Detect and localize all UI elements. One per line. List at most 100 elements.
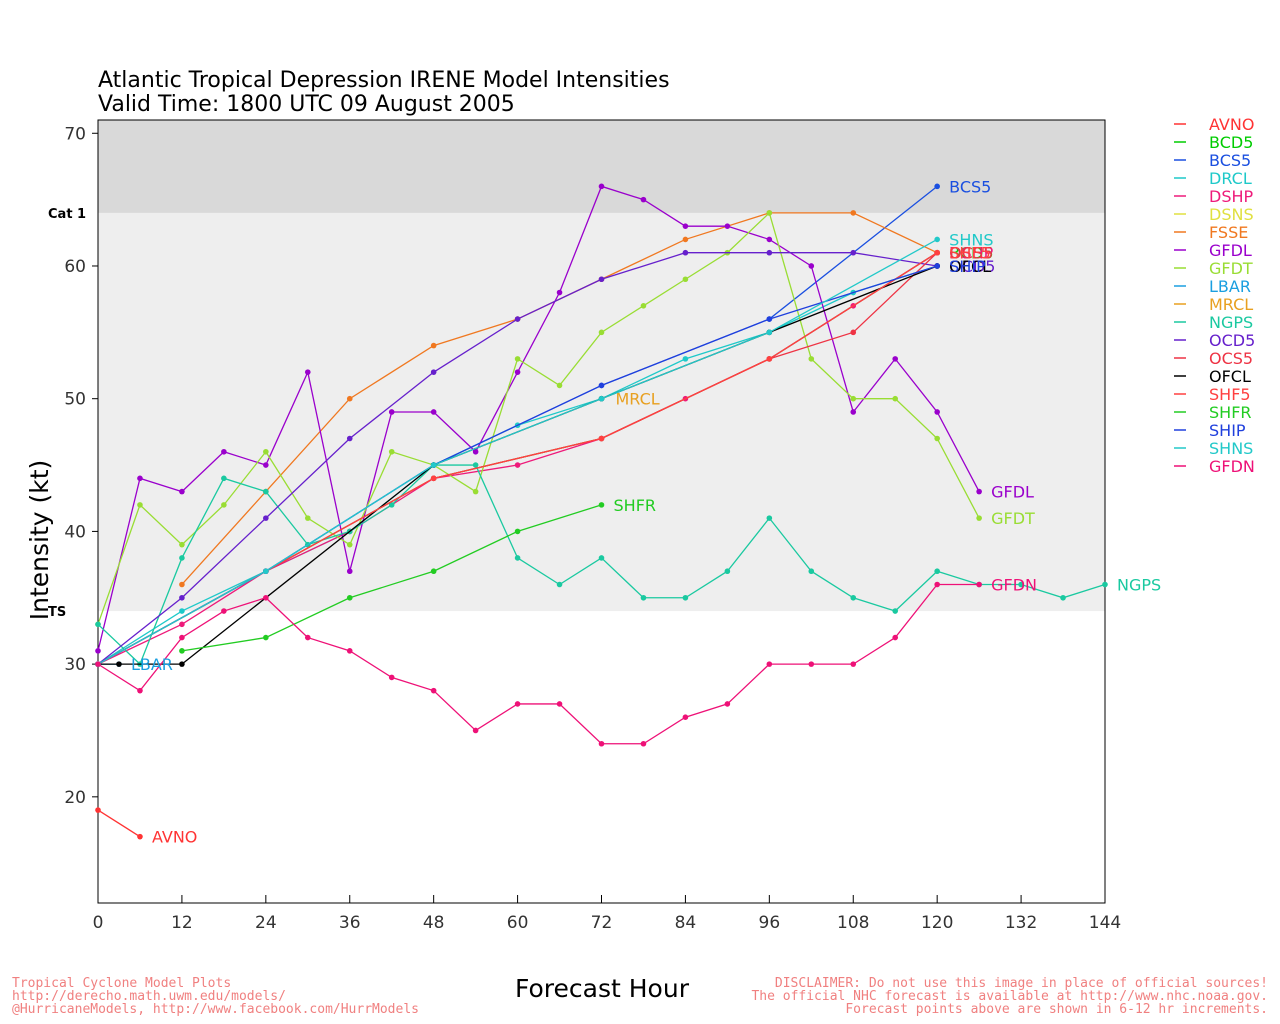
footer-right-line: DISCLAIMER: Do not use this image in pla…: [774, 976, 1268, 991]
data-point-gfdl: [137, 475, 143, 482]
data-point-gfdt: [137, 502, 143, 508]
data-point-gfdl: [346, 568, 353, 575]
end-label-gfdn: GFDN: [991, 575, 1037, 594]
data-point-gfdl: [598, 183, 605, 190]
end-label-ship: SHIP: [949, 257, 986, 276]
data-point-gfdl: [850, 409, 857, 415]
data-point-ocd5: [682, 249, 689, 256]
data-point-gfdl: [892, 356, 899, 362]
data-point-gfdl: [934, 409, 940, 415]
footer-left-line: Tropical Cyclone Model Plots: [12, 976, 232, 991]
data-point-ngps: [850, 594, 857, 601]
legend-entry-shfr: SHFR: [1209, 403, 1252, 422]
data-point-shf5: [934, 249, 940, 256]
data-point-ngps: [808, 568, 815, 575]
data-point-shf5: [766, 356, 773, 362]
data-point-ofcl: [116, 661, 122, 667]
data-point-ocd5: [430, 369, 437, 375]
legend-entry-dsns: DSNS: [1209, 205, 1254, 224]
end-label-ocd5: OCD5: [949, 257, 995, 276]
data-point-ngps: [766, 515, 773, 521]
data-point-gfdt: [640, 302, 647, 309]
data-point-shfr: [179, 648, 185, 654]
data-point-shns: [430, 462, 437, 468]
footer-left-line: http://derecho.math.uwm.edu/models/: [12, 989, 286, 1004]
data-point-gfdn: [598, 740, 605, 747]
legend-entry-gfdt: GFDT: [1209, 259, 1253, 278]
data-point-gfdl: [556, 289, 563, 296]
data-point-shns: [934, 236, 940, 243]
series-line-shfr: [181, 504, 602, 652]
legend-entry-bcd5: BCD5: [1209, 133, 1253, 152]
data-point-gfdl: [808, 263, 815, 269]
end-label-bcd5: BCD5: [949, 244, 993, 263]
series-line-avno: [97, 809, 141, 838]
data-point-ship: [766, 316, 773, 322]
data-point-fsse: [346, 395, 353, 402]
end-label-dshp: DSHP: [949, 244, 994, 263]
data-point-gfdl: [95, 648, 101, 654]
data-point-ngps: [598, 555, 605, 561]
data-point-gfdn: [682, 714, 689, 721]
data-point-shns: [598, 395, 605, 402]
data-point-gfdt: [766, 210, 773, 216]
band-label: Cat 1: [48, 207, 86, 222]
x-tick-label: 72: [591, 913, 613, 933]
y-tick-label: 60: [64, 257, 86, 277]
data-point-ngps: [1060, 594, 1066, 601]
x-axis-label: Forecast Hour: [515, 974, 690, 1003]
data-point-shfr: [514, 528, 521, 535]
end-label-gfdt: GFDT: [991, 509, 1035, 528]
data-point-ocd5: [514, 316, 521, 322]
data-point-gfdt: [808, 356, 815, 362]
data-point-gfdl: [263, 462, 269, 468]
legend-entry-bcs5: BCS5: [1209, 151, 1251, 170]
data-point-gfdt: [221, 502, 227, 508]
band-cat-1: [98, 120, 1105, 213]
data-point-gfdl: [514, 369, 521, 375]
y-tick-label: 30: [64, 655, 86, 675]
data-point-gfdn: [724, 701, 731, 707]
data-point-ngps: [682, 594, 689, 601]
legend-entry-shf5: SHF5: [1209, 385, 1251, 404]
data-point-gfdn: [808, 661, 815, 667]
x-tick-label: 0: [93, 913, 104, 933]
data-point-ngps: [179, 555, 185, 561]
data-point-gfdn: [304, 634, 311, 641]
data-point-dshp: [179, 621, 185, 628]
data-point-gfdt: [179, 541, 185, 548]
data-point-bcs5: [934, 183, 940, 190]
data-point-gfdn: [430, 687, 437, 694]
legend-entry-ocs5: OCS5: [1209, 349, 1253, 368]
data-point-gfdt: [472, 488, 479, 495]
series-end-labels: AVNO BCD5 BCS5 DSHP GFDL GFDT LBAR NGPS OCD5OCS5…: [131, 177, 1161, 846]
data-point-gfdn: [850, 661, 857, 667]
x-tick-label: 48: [423, 913, 445, 933]
series-line-gfdn: [97, 583, 980, 745]
data-point-gfdt: [850, 395, 857, 402]
data-point-gfdn: [221, 608, 227, 614]
end-label-avno: AVNO: [152, 828, 197, 847]
end-label-shns: SHNS: [949, 230, 993, 249]
band-label: TS: [48, 605, 66, 620]
data-point-ocd5: [179, 594, 185, 601]
end-label-bcs5: BCS5: [949, 177, 991, 196]
x-tick-label: 132: [1005, 913, 1037, 933]
data-point-ngps: [724, 568, 731, 575]
data-point-gfdl: [179, 488, 185, 495]
data-point-avno: [95, 807, 101, 813]
legend-entry-ngps: NGPS: [1209, 313, 1253, 332]
data-point-shfr: [346, 594, 353, 601]
data-point-gfdn: [346, 648, 353, 654]
data-point-gfdl: [682, 223, 689, 229]
data-point-gfdn: [934, 581, 940, 588]
footer-left-line: @HurricaneModels, http://www.facebook.co…: [12, 1002, 419, 1017]
data-point-gfdn: [514, 701, 521, 707]
x-tick-label: 12: [171, 913, 193, 933]
data-point-gfdt: [514, 356, 521, 362]
footer-right-line: The official NHC forecast is available a…: [751, 989, 1268, 1004]
data-point-shns: [263, 568, 269, 575]
data-point-fsse: [850, 210, 857, 216]
data-point-avno: [137, 833, 143, 840]
